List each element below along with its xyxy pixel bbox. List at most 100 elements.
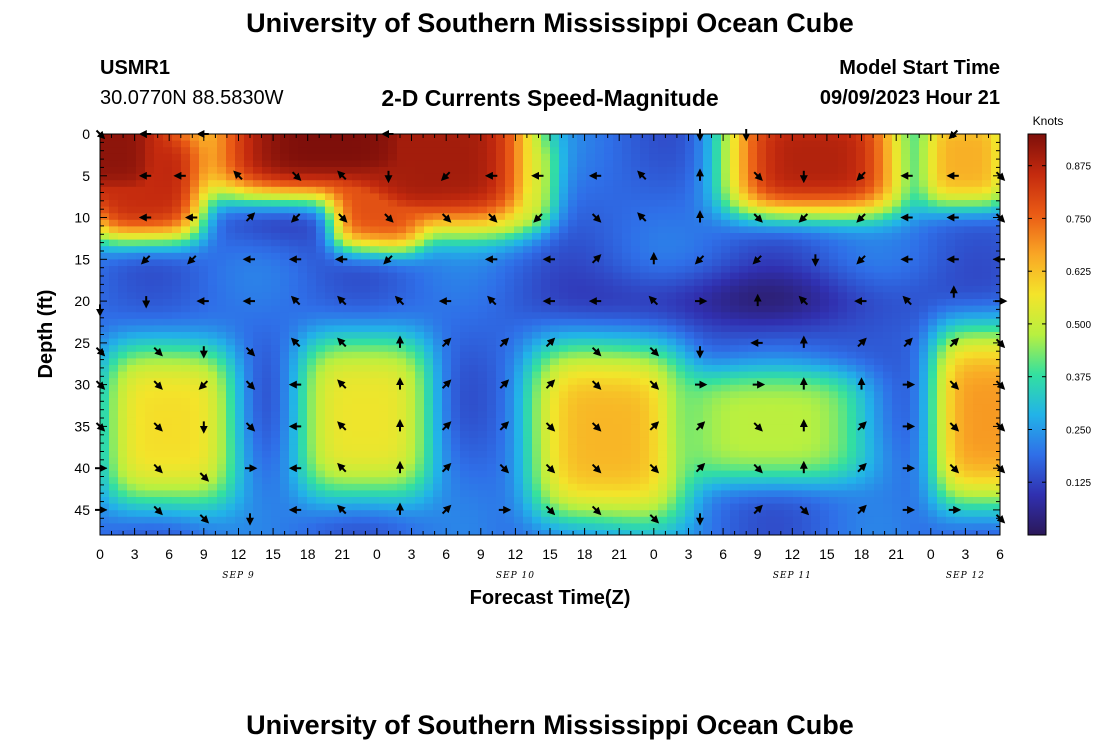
heatmap-cell <box>307 332 317 340</box>
heatmap-cell <box>478 246 488 254</box>
heatmap-cell <box>397 503 407 511</box>
heatmap-cell <box>145 147 155 155</box>
heatmap-cell <box>775 338 785 346</box>
heatmap-cell <box>604 186 614 194</box>
heatmap-cell <box>640 312 650 320</box>
heatmap-cell <box>181 266 191 274</box>
heatmap-cell <box>271 490 281 498</box>
heatmap-cell <box>784 153 794 161</box>
heatmap-cell <box>262 332 272 340</box>
heatmap-cell <box>163 417 173 425</box>
heatmap-cell <box>559 266 569 274</box>
heatmap-cell <box>406 391 416 399</box>
heatmap-cell <box>406 464 416 472</box>
heatmap-cell <box>127 464 137 472</box>
heatmap-cell <box>226 510 236 518</box>
heatmap-cell <box>208 371 218 379</box>
heatmap-cell <box>703 239 713 247</box>
heatmap-cell <box>127 483 137 491</box>
heatmap-cell <box>226 246 236 254</box>
heatmap-cell <box>208 338 218 346</box>
heatmap-cell <box>496 167 506 175</box>
heatmap-cell <box>730 193 740 201</box>
heatmap-cell <box>424 266 434 274</box>
heatmap-cell <box>334 147 344 155</box>
heatmap-cell <box>244 173 254 181</box>
heatmap-cell <box>586 477 596 485</box>
heatmap-cell <box>136 140 146 148</box>
heatmap-cell <box>802 153 812 161</box>
heatmap-cell <box>514 266 524 274</box>
heatmap-cell <box>505 345 515 353</box>
heatmap-cell <box>271 437 281 445</box>
heatmap-cell <box>208 206 218 214</box>
heatmap-cell <box>451 378 461 386</box>
heatmap-cell <box>622 180 632 188</box>
heatmap-cell <box>487 246 497 254</box>
heatmap-cell <box>172 147 182 155</box>
heatmap-cell <box>631 292 641 300</box>
heatmap-cell <box>127 431 137 439</box>
heatmap-cell <box>361 510 371 518</box>
heatmap-cell <box>595 365 605 373</box>
heatmap-cell <box>496 450 506 458</box>
heatmap-cell <box>298 233 308 241</box>
heatmap-cell <box>442 497 452 505</box>
heatmap-cell <box>271 259 281 267</box>
heatmap-cell <box>262 134 272 142</box>
heatmap-cell <box>604 305 614 313</box>
heatmap-cell <box>316 233 326 241</box>
heatmap-cell <box>100 437 110 445</box>
heatmap-cell <box>460 200 470 208</box>
heatmap-cell <box>811 378 821 386</box>
heatmap-cell <box>631 345 641 353</box>
heatmap-cell <box>496 213 506 221</box>
heatmap-cell <box>253 424 263 432</box>
heatmap-cell <box>235 398 245 406</box>
heatmap-cell <box>541 233 551 241</box>
heatmap-cell <box>163 285 173 293</box>
heatmap-cell <box>757 160 767 168</box>
heatmap-cell <box>721 457 731 465</box>
heatmap-cell <box>244 431 254 439</box>
heatmap-cell <box>811 200 821 208</box>
heatmap-cell <box>163 483 173 491</box>
heatmap-cell <box>658 464 668 472</box>
heatmap-cell <box>541 503 551 511</box>
heatmap-cell <box>226 305 236 313</box>
heatmap-cell <box>523 246 533 254</box>
heatmap-cell <box>739 464 749 472</box>
heatmap-cell <box>325 259 335 267</box>
heatmap-cell <box>100 358 110 366</box>
heatmap-cell <box>244 371 254 379</box>
heatmap-cell <box>523 365 533 373</box>
heatmap-cell <box>568 299 578 307</box>
heatmap-cell <box>262 279 272 287</box>
heatmap-cell <box>424 305 434 313</box>
heatmap-cell <box>478 365 488 373</box>
heatmap-cell <box>154 193 164 201</box>
heatmap-cell <box>181 292 191 300</box>
heatmap-cell <box>622 398 632 406</box>
heatmap-cell <box>217 411 227 419</box>
heatmap-cell <box>793 470 803 478</box>
heatmap-cell <box>712 483 722 491</box>
heatmap-cell <box>694 371 704 379</box>
heatmap-cell <box>712 312 722 320</box>
heatmap-cell <box>775 233 785 241</box>
heatmap-cell <box>208 384 218 392</box>
heatmap-cell <box>694 140 704 148</box>
heatmap-cell <box>118 437 128 445</box>
heatmap-cell <box>667 378 677 386</box>
heatmap-cell <box>181 200 191 208</box>
heatmap-cell <box>766 318 776 326</box>
heatmap-cell <box>667 134 677 142</box>
heatmap-cell <box>388 160 398 168</box>
heatmap-cell <box>703 457 713 465</box>
heatmap-cell <box>712 233 722 241</box>
heatmap-cell <box>559 206 569 214</box>
heatmap-cell <box>244 266 254 274</box>
heatmap-cell <box>379 292 389 300</box>
heatmap-cell <box>712 398 722 406</box>
heatmap-cell <box>613 378 623 386</box>
